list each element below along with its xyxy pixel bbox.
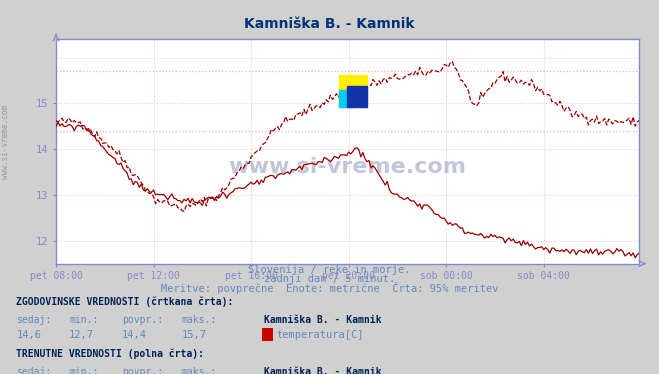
Text: www.si-vreme.com: www.si-vreme.com [1,105,10,179]
Text: Slovenija / reke in morje.: Slovenija / reke in morje. [248,265,411,275]
Text: povpr.:: povpr.: [122,315,163,325]
Text: TRENUTNE VREDNOSTI (polna črta):: TRENUTNE VREDNOSTI (polna črta): [16,349,204,359]
Text: Kamniška B. - Kamnik: Kamniška B. - Kamnik [244,17,415,31]
Text: min.:: min.: [69,367,99,374]
Text: 14,4: 14,4 [122,331,147,340]
Text: 15,7: 15,7 [181,331,206,340]
Text: maks.:: maks.: [181,315,216,325]
Text: temperatura[C]: temperatura[C] [277,331,364,340]
Bar [347,86,367,107]
Text: maks.:: maks.: [181,367,216,374]
Text: sedaj:: sedaj: [16,315,51,325]
Text: 12,7: 12,7 [69,331,94,340]
Text: min.:: min.: [69,315,99,325]
Text: Kamniška B. - Kamnik: Kamniška B. - Kamnik [264,367,381,374]
Text: Kamniška B. - Kamnik: Kamniška B. - Kamnik [264,315,381,325]
Text: zadnji dan / 5 minut.: zadnji dan / 5 minut. [264,275,395,284]
Text: sedaj:: sedaj: [16,367,51,374]
Text: 14,6: 14,6 [16,331,42,340]
Text: ZGODOVINSKE VREDNOSTI (črtkana črta):: ZGODOVINSKE VREDNOSTI (črtkana črta): [16,296,234,307]
Bar [339,90,353,107]
Text: www.si-vreme.com: www.si-vreme.com [229,157,467,177]
Text: Meritve: povprečne  Enote: metrične  Črta: 95% meritev: Meritve: povprečne Enote: metrične Črta:… [161,282,498,294]
Text: povpr.:: povpr.: [122,367,163,374]
Bar [339,75,367,107]
